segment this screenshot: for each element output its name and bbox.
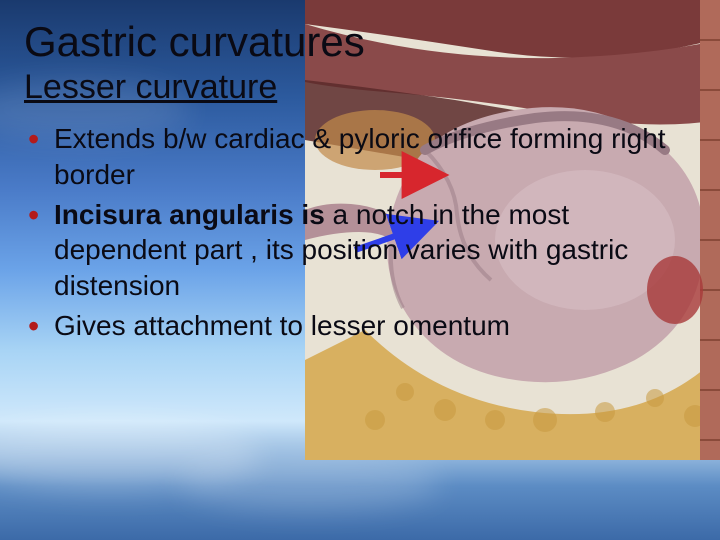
bullet-item: Extends b/w cardiac & pyloric orifice fo… <box>24 121 700 193</box>
bullet-item: Incisura angularis is a notch in the mos… <box>24 197 700 304</box>
slide: Gastric curvatures Lesser curvature Exte… <box>0 0 720 540</box>
slide-subtitle: Lesser curvature <box>24 68 700 107</box>
bullet-item: Gives attachment to lesser omentum <box>24 308 700 344</box>
text-content: Gastric curvatures Lesser curvature Exte… <box>0 0 720 540</box>
slide-title: Gastric curvatures <box>24 18 700 66</box>
bullet-list: Extends b/w cardiac & pyloric orifice fo… <box>24 121 700 344</box>
